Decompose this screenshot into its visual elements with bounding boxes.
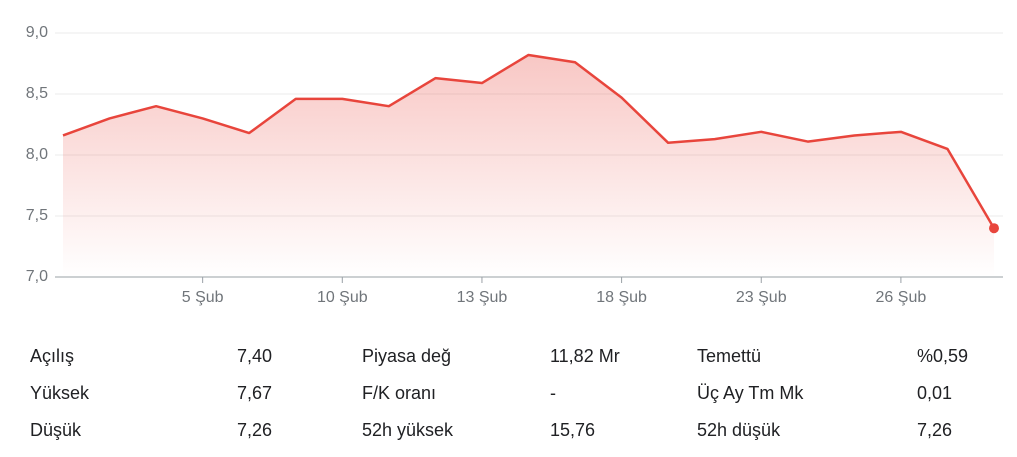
stat-label: Temettü xyxy=(697,346,762,366)
stat-value: 11,82 Mr xyxy=(550,346,620,366)
y-tick-label: 8,5 xyxy=(26,85,48,102)
area xyxy=(63,54,994,278)
chart: 7,0 7,5 8,0 8,5 9,0 5 Şub 10 Şub 13 Şub 18 Şub 23… xyxy=(26,24,1003,306)
y-tick-label: 7,0 xyxy=(26,268,48,285)
x-tick-label: 26 Şub xyxy=(876,289,927,306)
x-tick-label: 10 Şub xyxy=(317,289,368,306)
stat-label: 52h düşük xyxy=(697,420,781,440)
stat-value: %0,59 xyxy=(917,346,969,366)
line xyxy=(62,53,996,229)
stat-value: 7,40 xyxy=(236,346,272,366)
x-tick-label: 18 Şub xyxy=(596,289,647,306)
stat-label: Üç Ay Tm Mk xyxy=(697,383,804,403)
x-tick-label: 5 Şub xyxy=(182,289,224,306)
stat-label: Yüksek xyxy=(30,383,90,403)
stat-value: 7,67 xyxy=(236,383,272,403)
y-tick-label: 9,0 xyxy=(26,24,48,41)
stat-value: 15,76 xyxy=(550,420,596,440)
stats-table: Açılış 7,40 Piyasa değ 11,82 Mr Temettü %0,59… xyxy=(0,330,1017,450)
stat-value: 7,26 xyxy=(917,420,953,440)
x-tick-label: 13 Şub xyxy=(457,289,508,306)
end-dot xyxy=(989,223,999,234)
y-tick-label: 7,5 xyxy=(26,207,48,224)
stat-value: 0,01 xyxy=(917,383,953,403)
stat-label: 52h yüksek xyxy=(362,420,454,440)
x-tick-label: 23 Şub xyxy=(736,289,787,306)
stat-value: 7,26 xyxy=(236,420,272,440)
stat-label: F/K oranı xyxy=(362,383,437,403)
stat-label: Düşük xyxy=(30,420,82,440)
stat-value: - xyxy=(550,383,556,403)
stat-label: Açılış xyxy=(30,346,75,366)
y-tick-label: 8,0 xyxy=(26,146,48,163)
stat-label: Piyasa değ xyxy=(362,346,452,366)
